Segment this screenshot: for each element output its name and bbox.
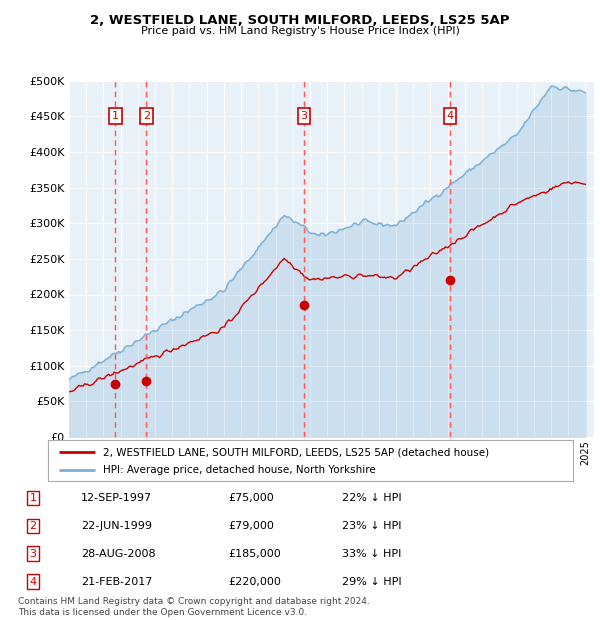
Text: £185,000: £185,000: [228, 549, 281, 559]
Text: 2: 2: [29, 521, 37, 531]
Text: £75,000: £75,000: [228, 493, 274, 503]
Text: 12-SEP-1997: 12-SEP-1997: [81, 493, 152, 503]
Text: Contains HM Land Registry data © Crown copyright and database right 2024.
This d: Contains HM Land Registry data © Crown c…: [18, 598, 370, 617]
Text: 4: 4: [29, 577, 37, 587]
Text: 28-AUG-2008: 28-AUG-2008: [81, 549, 155, 559]
Text: 3: 3: [301, 111, 307, 122]
Text: 21-FEB-2017: 21-FEB-2017: [81, 577, 152, 587]
Text: 22% ↓ HPI: 22% ↓ HPI: [342, 493, 401, 503]
Text: 4: 4: [446, 111, 454, 122]
Text: 29% ↓ HPI: 29% ↓ HPI: [342, 577, 401, 587]
Text: 3: 3: [29, 549, 37, 559]
Text: £220,000: £220,000: [228, 577, 281, 587]
Text: 2: 2: [143, 111, 150, 122]
Text: 23% ↓ HPI: 23% ↓ HPI: [342, 521, 401, 531]
Text: 2, WESTFIELD LANE, SOUTH MILFORD, LEEDS, LS25 5AP (detached house): 2, WESTFIELD LANE, SOUTH MILFORD, LEEDS,…: [103, 447, 489, 458]
Text: 1: 1: [112, 111, 119, 122]
Text: £79,000: £79,000: [228, 521, 274, 531]
Text: 2, WESTFIELD LANE, SOUTH MILFORD, LEEDS, LS25 5AP: 2, WESTFIELD LANE, SOUTH MILFORD, LEEDS,…: [90, 14, 510, 27]
Text: 22-JUN-1999: 22-JUN-1999: [81, 521, 152, 531]
Text: HPI: Average price, detached house, North Yorkshire: HPI: Average price, detached house, Nort…: [103, 466, 376, 476]
Text: 33% ↓ HPI: 33% ↓ HPI: [342, 549, 401, 559]
Text: Price paid vs. HM Land Registry's House Price Index (HPI): Price paid vs. HM Land Registry's House …: [140, 26, 460, 36]
Text: 1: 1: [29, 493, 37, 503]
